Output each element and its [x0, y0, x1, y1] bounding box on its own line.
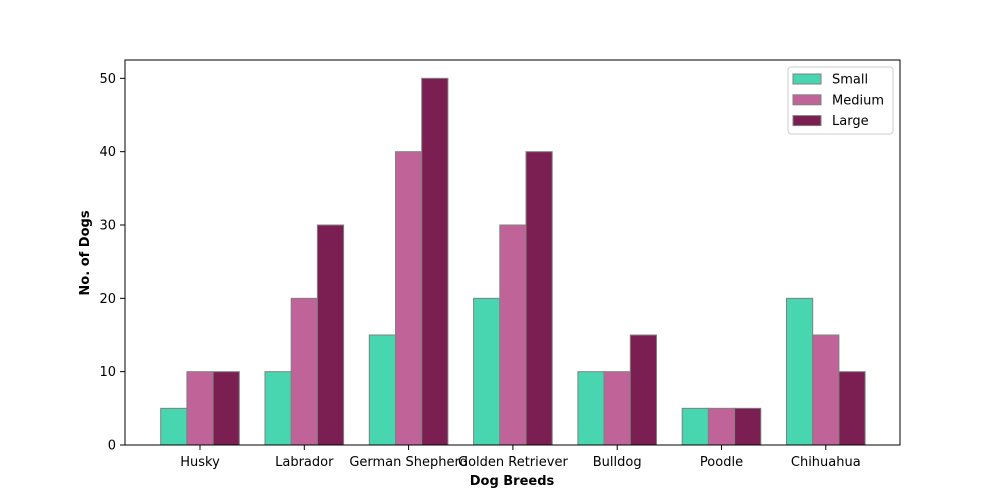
bars-layer: [160, 77, 866, 446]
bar-large-chihuahua: [838, 371, 866, 446]
bar-large-golden-retriever: [525, 151, 553, 446]
bar-small-golden-retriever: [473, 297, 501, 446]
bar-large-poodle: [734, 407, 762, 446]
legend-swatch-medium: [792, 94, 822, 106]
bar-large-german-shepherd: [421, 77, 449, 446]
bar-small-husky: [160, 407, 188, 446]
bar-small-poodle: [681, 407, 709, 446]
legend-label-small: Small: [832, 73, 868, 88]
y-axis-label: No. of Dogs: [78, 210, 93, 295]
bar-large-husky: [212, 371, 240, 446]
legend-label-medium: Medium: [832, 93, 884, 108]
y-tick-label: 40: [99, 145, 116, 160]
bar-medium-husky: [186, 371, 214, 446]
x-tick-label: Bulldog: [593, 455, 642, 470]
x-tick-label: Golden Retriever: [458, 455, 568, 470]
bar-medium-chihuahua: [812, 334, 840, 446]
x-tick-label: Labrador: [275, 455, 334, 470]
x-tick-label: Chihuahua: [791, 455, 861, 470]
legend-swatch-small: [792, 73, 822, 85]
x-tick-label: Poodle: [700, 455, 743, 470]
bar-medium-poodle: [707, 407, 736, 446]
bar-medium-german-shepherd: [395, 151, 423, 446]
bar-large-labrador: [316, 224, 345, 446]
bar-small-chihuahua: [786, 297, 814, 446]
bar-large-bulldog: [629, 334, 657, 446]
legend-label-large: Large: [832, 114, 869, 129]
x-tick-label: German Shepherd: [349, 455, 468, 470]
y-tick-label: 10: [99, 365, 116, 380]
bar-medium-golden-retriever: [499, 224, 527, 446]
y-tick-label: 20: [99, 292, 116, 307]
x-tick-label: Husky: [180, 455, 220, 470]
y-tick-label: 50: [99, 72, 116, 87]
axes-layer: 0 10 20 30 40 50 Husky Labrador German ShepherdG…: [99, 59, 901, 470]
bar-small-bulldog: [577, 371, 605, 446]
bar-medium-bulldog: [603, 371, 631, 446]
bar-small-labrador: [264, 371, 292, 446]
legend: Small Medium Large: [787, 66, 894, 135]
x-axis-label: Dog Breeds: [470, 474, 555, 489]
bar-medium-labrador: [290, 297, 318, 446]
legend-swatch-large: [792, 115, 822, 127]
y-tick-label: 0: [108, 439, 116, 454]
bar-small-german-shepherd: [368, 334, 396, 446]
y-tick-label: 30: [99, 219, 116, 234]
